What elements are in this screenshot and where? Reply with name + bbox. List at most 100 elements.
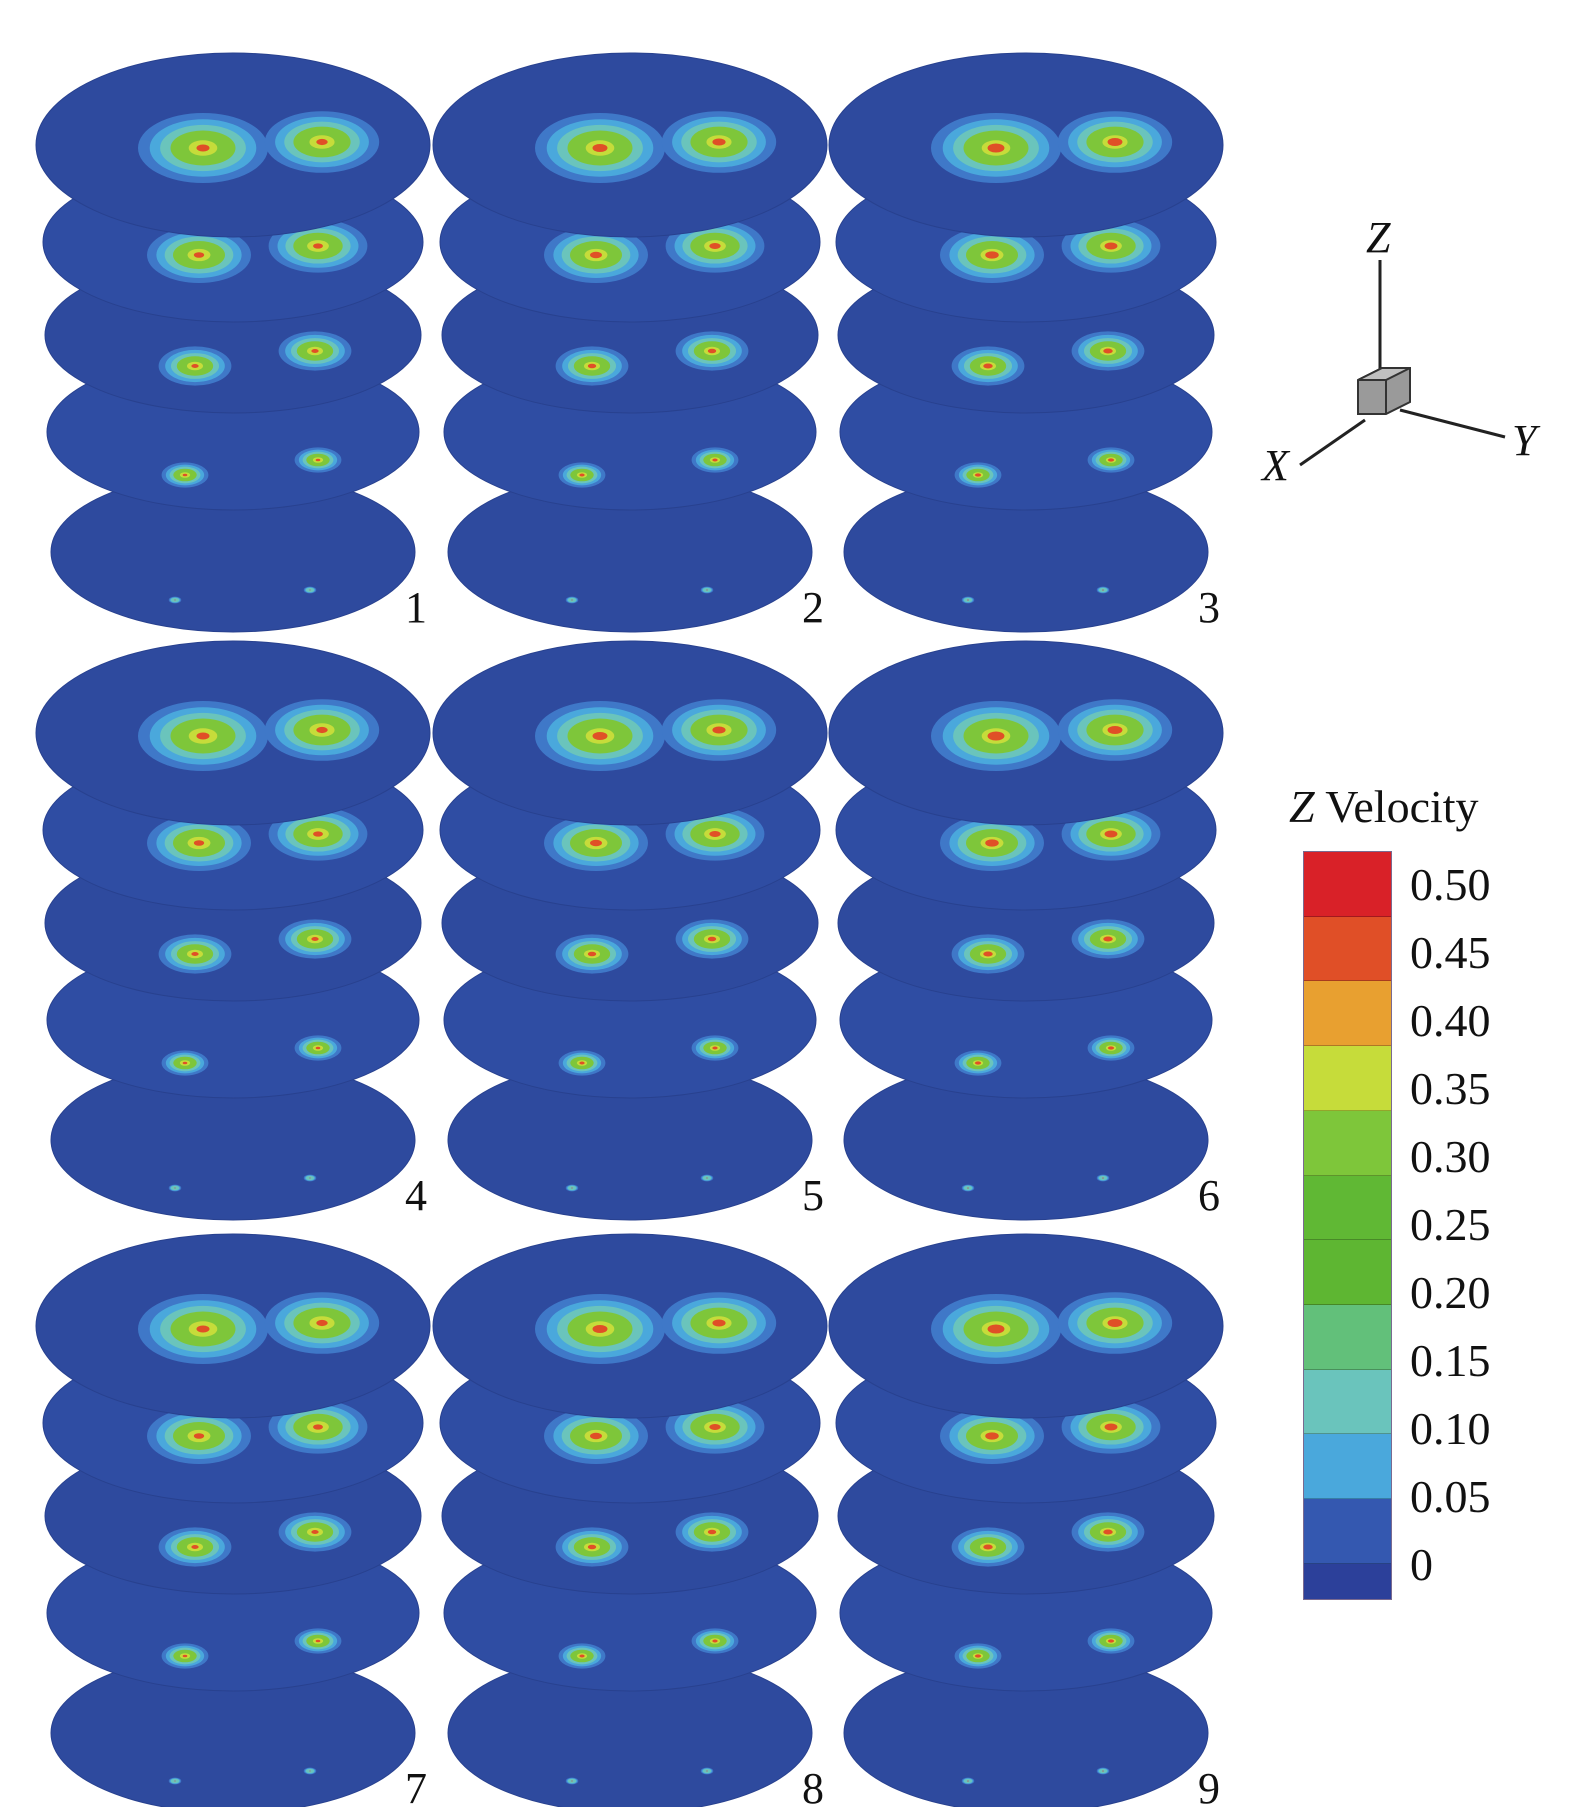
contour-panel-9: 9 bbox=[828, 1233, 1228, 1807]
velocity-hotspot bbox=[182, 1654, 188, 1658]
velocity-hotspot bbox=[579, 1654, 585, 1658]
velocity-hotspot bbox=[1104, 1423, 1118, 1431]
velocity-hotspot bbox=[191, 952, 199, 956]
colorbar-tick-label: 0.40 bbox=[1410, 995, 1491, 1046]
velocity-hotspot bbox=[709, 830, 721, 838]
axis-x-label: X bbox=[1262, 441, 1289, 490]
velocity-hotspot bbox=[587, 363, 597, 369]
colorbar-segment bbox=[1304, 1369, 1391, 1435]
velocity-hotspot bbox=[196, 732, 210, 740]
velocity-hotspot bbox=[712, 138, 726, 146]
velocity-hotspot bbox=[571, 599, 573, 601]
slice-disk bbox=[432, 1233, 828, 1419]
velocity-hotspot bbox=[193, 1433, 205, 1439]
panel-label: 6 bbox=[1198, 1171, 1220, 1220]
velocity-hotspot bbox=[967, 1780, 969, 1782]
panel-label: 3 bbox=[1198, 583, 1220, 632]
colorbar-segment bbox=[1304, 981, 1391, 1047]
slice-disk bbox=[35, 1233, 431, 1419]
velocity-hotspot bbox=[983, 1544, 993, 1550]
velocity-hotspot bbox=[315, 1046, 321, 1050]
colorbar-segment bbox=[1304, 1563, 1391, 1599]
panel-label: 2 bbox=[802, 583, 824, 632]
velocity-hotspot bbox=[309, 1770, 311, 1772]
colorbar-segment bbox=[1304, 1240, 1391, 1306]
colorbar-tick-label: 0 bbox=[1410, 1539, 1433, 1590]
velocity-hotspot bbox=[1103, 936, 1113, 942]
velocity-hotspot bbox=[987, 143, 1005, 153]
velocity-hotspot bbox=[174, 1187, 176, 1189]
colorbar-tick-label: 0.25 bbox=[1410, 1199, 1491, 1250]
slice-disk bbox=[35, 640, 431, 826]
velocity-hotspot bbox=[571, 1187, 573, 1189]
velocity-hotspot bbox=[196, 144, 210, 152]
velocity-hotspot bbox=[712, 458, 718, 462]
velocity-hotspot bbox=[311, 1530, 319, 1534]
velocity-hotspot bbox=[316, 726, 328, 734]
velocity-hotspot bbox=[987, 731, 1005, 741]
slice-disk bbox=[828, 52, 1224, 238]
colorbar-segment bbox=[1304, 1046, 1391, 1111]
velocity-hotspot bbox=[709, 242, 721, 250]
velocity-hotspot bbox=[967, 599, 969, 601]
contour-panel-8: 8 bbox=[432, 1233, 832, 1807]
velocity-hotspot bbox=[1103, 1529, 1113, 1535]
velocity-hotspot bbox=[193, 840, 205, 846]
velocity-hotspot bbox=[712, 1046, 718, 1050]
velocity-hotspot bbox=[706, 1177, 708, 1179]
velocity-hotspot bbox=[193, 252, 205, 258]
axis-z-label: Z bbox=[1366, 213, 1391, 262]
velocity-hotspot bbox=[592, 731, 608, 741]
contour-plot bbox=[35, 52, 431, 633]
velocity-hotspot bbox=[712, 1639, 718, 1643]
velocity-hotspot bbox=[315, 458, 321, 462]
colorbar-title-variable: Z bbox=[1289, 781, 1315, 832]
velocity-hotspot bbox=[182, 473, 188, 477]
velocity-hotspot bbox=[174, 1780, 176, 1782]
colorbar-tick-label: 0.45 bbox=[1410, 927, 1491, 978]
panel-label: 8 bbox=[802, 1764, 824, 1807]
contour-panel-1: 1 bbox=[35, 52, 435, 642]
contour-panel-3: 3 bbox=[828, 52, 1228, 642]
slice-disk bbox=[843, 1652, 1209, 1807]
velocity-hotspot bbox=[707, 936, 717, 942]
colorbar-segment bbox=[1304, 1175, 1391, 1241]
velocity-hotspot bbox=[316, 138, 328, 146]
velocity-hotspot bbox=[191, 1545, 199, 1549]
velocity-hotspot bbox=[571, 1780, 573, 1782]
contour-panel-7: 7 bbox=[35, 1233, 435, 1807]
slice-disk bbox=[843, 471, 1209, 633]
colorbar-tick-label: 0.10 bbox=[1410, 1403, 1491, 1454]
panel-label: 5 bbox=[802, 1171, 824, 1220]
velocity-hotspot bbox=[974, 1654, 982, 1658]
velocity-hotspot bbox=[974, 1061, 982, 1065]
velocity-hotspot bbox=[311, 937, 319, 941]
contour-plot bbox=[35, 1233, 431, 1807]
velocity-hotspot bbox=[712, 1319, 726, 1327]
panel-label: 1 bbox=[405, 583, 427, 632]
velocity-hotspot bbox=[592, 1324, 608, 1334]
velocity-hotspot bbox=[315, 1639, 321, 1643]
colorbar-segment bbox=[1304, 1305, 1391, 1370]
colorbar-tick-label: 0.20 bbox=[1410, 1267, 1491, 1318]
slice-disk bbox=[432, 640, 828, 826]
axes-triad-icon bbox=[1299, 260, 1506, 467]
panel-label: 7 bbox=[405, 1764, 427, 1807]
colorbar-title-text: Velocity bbox=[1314, 781, 1479, 832]
velocity-hotspot bbox=[309, 589, 311, 591]
panel-label: 4 bbox=[405, 1171, 427, 1220]
colorbar-tick-label: 0.30 bbox=[1410, 1131, 1491, 1182]
slice-disk bbox=[828, 640, 1224, 826]
velocity-hotspot bbox=[1104, 830, 1118, 838]
velocity-hotspot bbox=[987, 1324, 1005, 1334]
contour-plot bbox=[828, 52, 1224, 633]
velocity-hotspot bbox=[587, 951, 597, 957]
velocity-hotspot bbox=[983, 951, 993, 957]
colorbar-segment bbox=[1304, 916, 1391, 982]
contour-plot bbox=[828, 640, 1224, 1221]
velocity-hotspot bbox=[1103, 348, 1113, 354]
velocity-hotspot bbox=[313, 243, 323, 249]
velocity-hotspot bbox=[1107, 725, 1123, 735]
velocity-hotspot bbox=[706, 1770, 708, 1772]
colorbar-segment bbox=[1304, 1499, 1391, 1564]
